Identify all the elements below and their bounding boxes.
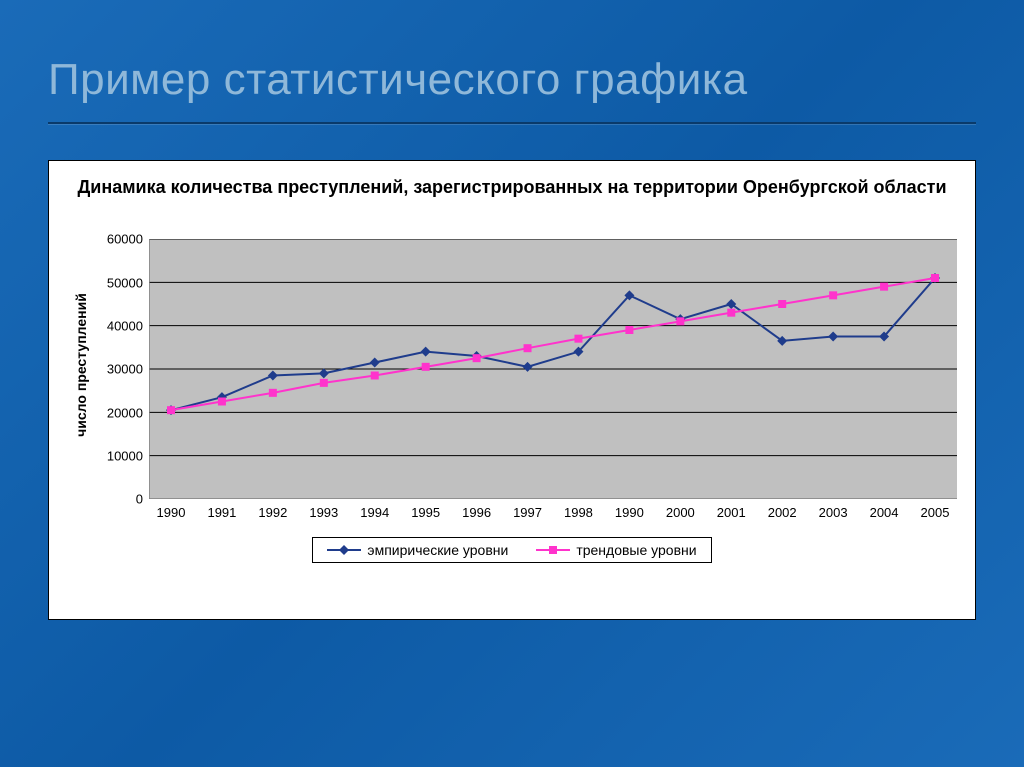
y-axis-label: число преступлений [73, 293, 89, 437]
y-tick: 50000 [107, 275, 143, 290]
x-tick: 1990 [157, 505, 186, 520]
x-tick: 1994 [360, 505, 389, 520]
legend-item: трендовые уровни [536, 542, 696, 558]
ylabel-container: число преступлений [67, 205, 95, 525]
y-tick: 30000 [107, 362, 143, 377]
x-tick: 1993 [309, 505, 338, 520]
y-tick: 40000 [107, 318, 143, 333]
x-tick: 2000 [666, 505, 695, 520]
x-tick: 1990 [615, 505, 644, 520]
y-axis-ticks: 0 10000 20000 30000 40000 50000 60000 [95, 205, 149, 525]
x-axis-ticks: 1990 1991 1992 1993 1994 1995 1996 1997 1998 1990… [149, 503, 957, 525]
slide-title: Пример статистического графика [48, 55, 748, 105]
legend-label: трендовые уровни [576, 542, 696, 558]
x-tick: 2004 [870, 505, 899, 520]
y-tick: 0 [136, 492, 143, 507]
x-tick: 1996 [462, 505, 491, 520]
y-tick: 20000 [107, 405, 143, 420]
chart-title: Динамика количества преступлений, зареги… [67, 175, 957, 199]
plot-wrap: 1990 1991 1992 1993 1994 1995 1996 1997 1998 1990… [149, 205, 957, 525]
x-tick: 1997 [513, 505, 542, 520]
x-tick: 2003 [819, 505, 848, 520]
x-tick: 1991 [207, 505, 236, 520]
legend-swatch-empirical [327, 543, 361, 557]
plot-area [149, 239, 957, 499]
legend-item: эмпирические уровни [327, 542, 508, 558]
x-tick: 2002 [768, 505, 797, 520]
legend: эмпирические уровни трендовые уровни [312, 537, 711, 563]
x-tick: 1995 [411, 505, 440, 520]
x-tick: 2001 [717, 505, 746, 520]
x-tick: 2005 [921, 505, 950, 520]
x-tick: 1992 [258, 505, 287, 520]
y-tick: 60000 [107, 232, 143, 247]
y-tick: 10000 [107, 448, 143, 463]
title-underline [48, 122, 976, 124]
legend-label: эмпирические уровни [367, 542, 508, 558]
x-tick: 1998 [564, 505, 593, 520]
chart-body: число преступлений 0 10000 20000 30000 40000… [67, 205, 957, 525]
legend-swatch-trend [536, 543, 570, 557]
chart-card: Динамика количества преступлений, зареги… [48, 160, 976, 620]
